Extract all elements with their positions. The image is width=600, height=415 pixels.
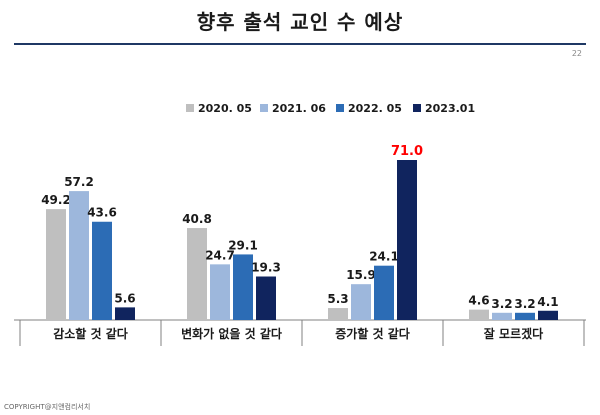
data-label-1-1: 24.7: [205, 248, 235, 262]
bar-0-2: [92, 221, 112, 320]
bar-2-0: [328, 308, 348, 320]
legend-swatch-1: [260, 104, 268, 112]
category-label-3: 잘 모르겠다: [484, 326, 543, 341]
bar-3-0: [469, 309, 489, 320]
data-label-2-3: 71.0: [391, 144, 423, 159]
data-label-0-1: 57.2: [64, 175, 94, 189]
title-divider: [14, 43, 586, 45]
page-number: 22: [571, 49, 582, 58]
data-label-3-1: 3.2: [491, 297, 512, 311]
bar-3-3: [538, 310, 558, 320]
category-label-0: 감소할 것 같다: [53, 326, 128, 341]
data-label-2-2: 24.1: [369, 250, 399, 264]
legend-label-3: 2023.01: [425, 102, 475, 115]
bar-3-2: [515, 312, 535, 320]
page-title: 향후 출석 교인 수 예상: [196, 10, 404, 34]
bar-1-2: [233, 254, 253, 320]
legend-swatch-0: [186, 104, 194, 112]
data-label-1-0: 40.8: [182, 212, 212, 226]
bar-1-3: [256, 276, 276, 320]
legend-swatch-3: [413, 104, 421, 112]
data-label-3-2: 3.2: [514, 297, 535, 311]
data-label-3-3: 4.1: [537, 295, 558, 309]
data-label-0-0: 49.2: [41, 193, 71, 207]
legend-label-2: 2022. 05: [348, 102, 402, 115]
legend-label-1: 2021. 06: [272, 102, 326, 115]
data-label-3-0: 4.6: [468, 294, 489, 308]
legend-swatch-2: [336, 104, 344, 112]
bar-2-1: [351, 284, 371, 320]
data-label-1-2: 29.1: [228, 238, 258, 252]
bar-0-1: [69, 191, 89, 320]
bar-0-0: [46, 209, 66, 320]
data-label-2-0: 5.3: [327, 292, 348, 306]
data-label-1-3: 19.3: [251, 261, 281, 275]
legend-label-0: 2020. 05: [198, 102, 252, 115]
category-label-2: 증가할 것 같다: [335, 326, 410, 341]
bar-3-1: [492, 312, 512, 320]
bar-1-1: [210, 264, 230, 320]
category-label-1: 변화가 없을 것 같다: [181, 326, 282, 341]
data-label-2-1: 15.9: [346, 268, 376, 282]
data-label-0-3: 5.6: [114, 291, 135, 305]
bar-1-0: [187, 228, 207, 320]
copyright-footer: COPYRIGHT@지앤컴리서치: [4, 403, 91, 411]
bar-0-3: [115, 307, 135, 320]
data-label-0-2: 43.6: [87, 206, 117, 220]
bar-2-2: [374, 265, 394, 320]
bar-2-3: [397, 160, 417, 320]
